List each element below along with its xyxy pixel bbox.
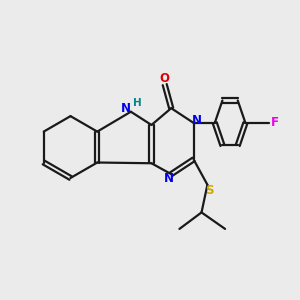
Text: O: O — [159, 72, 169, 85]
Text: S: S — [205, 184, 213, 196]
Text: N: N — [121, 102, 130, 115]
Text: F: F — [271, 116, 279, 129]
Text: H: H — [133, 98, 142, 109]
Text: N: N — [164, 172, 174, 185]
Text: N: N — [191, 114, 202, 127]
